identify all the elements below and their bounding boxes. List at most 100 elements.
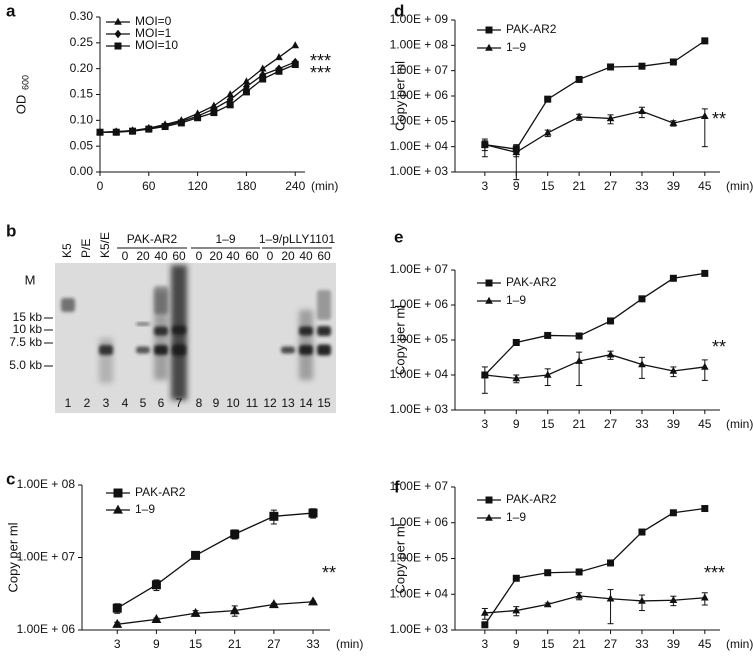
x-tick-label: 33: [635, 637, 649, 651]
panel-letter: c: [6, 469, 15, 488]
x-tick-label: 21: [572, 179, 586, 193]
marker: [575, 112, 583, 120]
significance: ***: [704, 563, 725, 583]
y-tick-label: 1.00E + 03: [390, 622, 449, 636]
x-tick-label: 240: [285, 179, 305, 193]
marker: [701, 37, 709, 45]
x-tick-label: 3: [482, 417, 489, 431]
marker: [638, 596, 646, 604]
series-line: [484, 595, 705, 614]
marker: [701, 269, 709, 277]
lane-label: K5/E: [98, 232, 112, 258]
x-axis-label: (min): [726, 179, 753, 193]
legend-label: 1–9: [506, 510, 526, 524]
marker: [112, 603, 122, 613]
x-axis-label: (min): [311, 179, 338, 193]
y-tick-label: 1.00E + 06: [390, 88, 449, 102]
lane-label: K5: [60, 243, 74, 258]
y-tick-label: 0.20: [70, 61, 94, 75]
size-label: 5.0 kb: [9, 358, 42, 372]
series-line: [484, 110, 705, 153]
series-line: [484, 507, 705, 626]
marker: [669, 366, 678, 374]
time-label: 60: [245, 249, 259, 263]
marker: [607, 63, 615, 71]
y-tick-label: 0.05: [70, 138, 94, 152]
x-axis-label: (min): [726, 417, 753, 431]
y-tick-label: 1.00E + 03: [390, 164, 449, 178]
marker: [543, 128, 552, 136]
gel-band: [281, 346, 295, 354]
marker: [129, 127, 137, 135]
y-tick-label: 1.00E + 06: [17, 622, 76, 636]
marker: [308, 596, 318, 606]
marker: [669, 274, 677, 282]
y-tick-label: 1.00E + 06: [390, 297, 449, 311]
significance: ***: [310, 63, 331, 83]
gel-band: [136, 346, 150, 354]
marker: [575, 591, 583, 599]
lane-number: 8: [196, 396, 203, 410]
time-label: 40: [226, 249, 240, 263]
legend-marker: [485, 513, 493, 521]
legend-label: 1–9: [135, 502, 155, 516]
marker: [543, 370, 552, 378]
time-label: 0: [267, 249, 274, 263]
marker: [258, 64, 267, 72]
marker: [669, 596, 678, 604]
marker: [151, 580, 161, 590]
y-tick-label: 0.00: [70, 164, 94, 178]
lane-number: 5: [140, 396, 147, 410]
x-tick-label: 3: [482, 637, 489, 651]
marker: [544, 569, 552, 577]
marker: [226, 90, 235, 98]
significance: ***: [310, 51, 331, 71]
series-line: [99, 61, 296, 133]
time-label: 60: [317, 249, 331, 263]
marker: [210, 109, 218, 117]
time-label: 0: [122, 249, 129, 263]
marker: [606, 350, 615, 358]
y-tick-label: 0.15: [70, 87, 94, 101]
legend-label: PAK-AR2: [506, 275, 557, 289]
legend-marker: [485, 26, 493, 34]
series-line: [484, 272, 705, 376]
gel-band: [299, 345, 313, 355]
y-tick-label: 1.00E + 08: [17, 477, 76, 491]
marker: [230, 529, 240, 539]
lane-number: 7: [176, 396, 183, 410]
marker: [544, 95, 552, 103]
series-line: [116, 512, 314, 609]
marker: [512, 148, 521, 156]
x-tick-label: 27: [604, 417, 618, 431]
y-tick-label: 1.00E + 07: [390, 479, 449, 493]
gel-smear: [99, 338, 113, 383]
panel-letter: e: [394, 227, 403, 246]
marker: [96, 128, 104, 136]
panel-letter: b: [6, 221, 16, 240]
x-tick-label: 45: [698, 179, 712, 193]
gel-band: [99, 345, 113, 355]
legend-marker: [485, 279, 493, 287]
lane-number: 12: [263, 396, 277, 410]
y-axis-label: Copy per ml: [5, 522, 20, 592]
y-tick-label: 1.00E + 05: [390, 114, 449, 128]
marker: [161, 123, 169, 131]
x-tick-label: 180: [236, 179, 256, 193]
x-tick-label: 9: [513, 637, 520, 651]
significance: **: [322, 563, 336, 583]
legend-label: MOI=10: [135, 38, 178, 52]
y-tick-label: 1.00E + 03: [390, 402, 449, 416]
time-label: 40: [299, 249, 313, 263]
panel-letter: a: [6, 1, 16, 20]
x-tick-label: 21: [228, 637, 242, 651]
y-tick-label: 1.00E + 05: [390, 551, 449, 565]
x-tick-label: 21: [572, 637, 586, 651]
marker: [575, 568, 583, 576]
lane-number: 2: [84, 396, 91, 410]
y-tick-label: 1.00E + 04: [390, 139, 449, 153]
marker: [512, 606, 521, 614]
time-label: 60: [172, 249, 186, 263]
series-line: [117, 601, 314, 625]
marker: [191, 550, 201, 560]
